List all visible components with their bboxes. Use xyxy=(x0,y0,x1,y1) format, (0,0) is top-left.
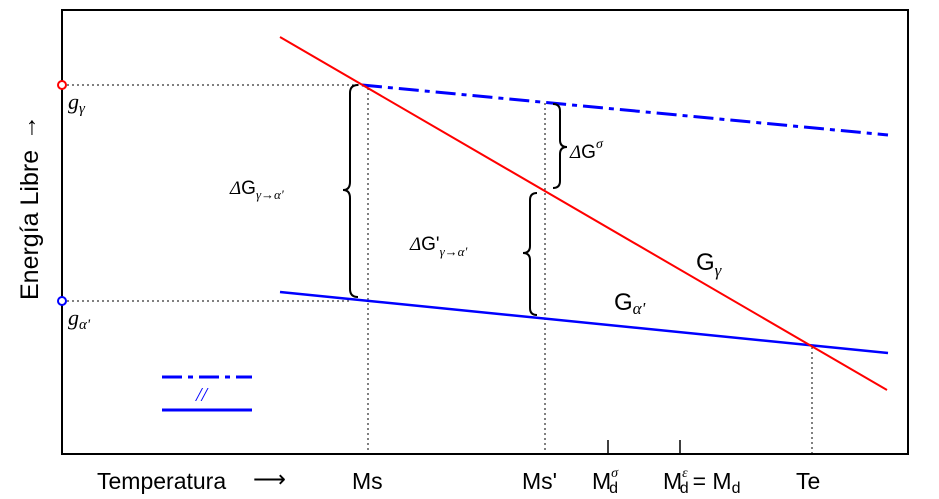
dg-prime-label: ΔG'γ→α' xyxy=(409,234,468,259)
dg-prime-brace xyxy=(522,192,538,316)
x-axis-arrow: ⟶ xyxy=(253,466,286,492)
md-eps-label: Mε d = Md xyxy=(663,466,741,497)
g-alpha-marker xyxy=(57,296,67,306)
g-sigma-curve xyxy=(361,83,889,137)
te-label: Te xyxy=(796,468,820,494)
md-sigma-label: Mσ d xyxy=(592,466,619,497)
dg-sigma-label: ΔGσ xyxy=(569,137,604,163)
dg-sigma-brace xyxy=(552,103,568,189)
curve-gamma-label: Gγ xyxy=(696,249,723,280)
g-gamma-label: gγ xyxy=(68,89,86,117)
y-axis-arrow: → xyxy=(14,115,42,140)
y-axis-label-text: Energía Libre xyxy=(16,150,44,300)
legend-mark: // xyxy=(195,384,210,406)
y-axis-label: Energía Libre → xyxy=(14,115,44,300)
g-alpha-curve xyxy=(279,290,889,355)
plot-frame xyxy=(61,9,909,455)
dg-total-brace xyxy=(342,84,359,298)
curve-alpha-label: Gα' xyxy=(614,289,646,318)
dg-total-label: ΔGγ→α' xyxy=(229,178,284,202)
g-alpha-label: gα' xyxy=(68,305,91,333)
g-gamma-marker xyxy=(57,80,67,90)
ms-prime-label: Ms' xyxy=(522,468,557,494)
ms-label: Ms xyxy=(352,468,383,494)
g-gamma-curve xyxy=(279,36,888,391)
x-axis-label: Temperatura xyxy=(97,468,226,494)
